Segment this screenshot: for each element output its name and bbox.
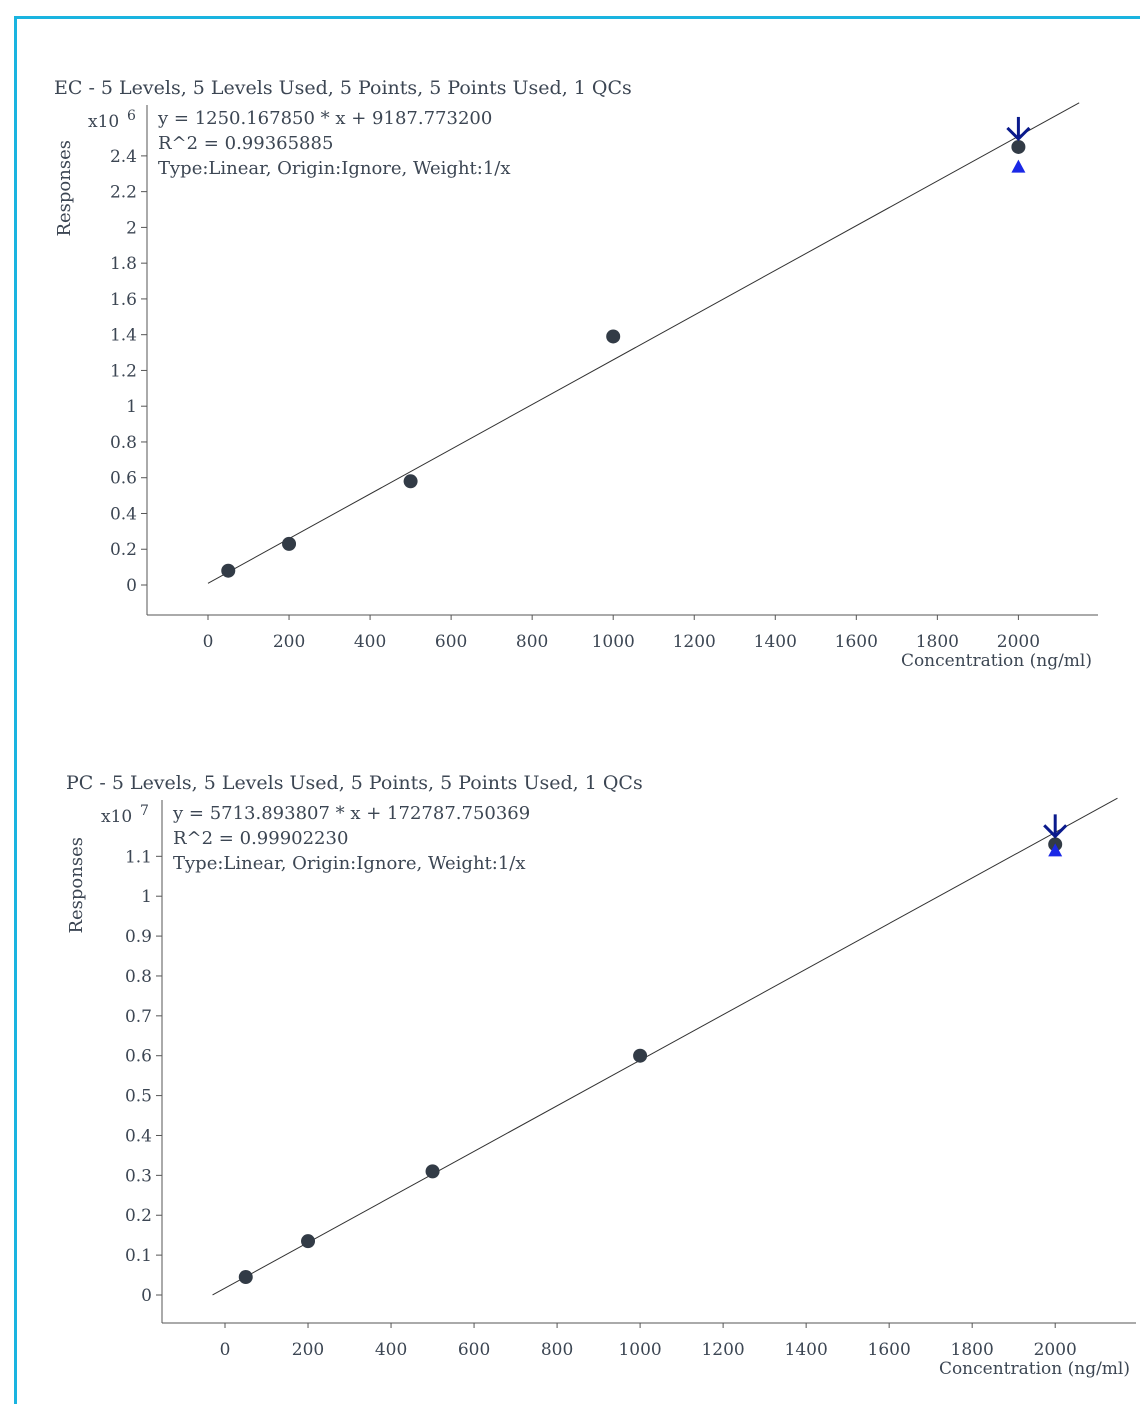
calibration-point [282,536,297,551]
selected-point-arrow-icon [1006,116,1031,142]
x-axis-label: Concentration (ng/ml) [901,651,1092,671]
y-tick-label: 0.5 [125,1087,152,1107]
calibration-point [221,563,236,578]
y-tick-label: 2.4 [110,147,137,167]
x-tick-label: 400 [375,1340,407,1360]
x-tick-label: 1400 [785,1340,828,1360]
y-tick-label: 0.7 [125,1007,152,1027]
x-tick-label: 200 [273,632,305,652]
x-tick-label: 0 [203,632,214,652]
y-tick-label: 0.1 [125,1246,152,1266]
x-axis-label: Concentration (ng/ml) [939,1359,1130,1379]
y-tick-label: 1 [141,887,152,907]
y-tick-label: 2.2 [110,183,137,203]
y-tick-label: 1.1 [125,847,152,867]
y-tick-label: 0.4 [110,504,137,524]
y-tick-label: 0.9 [125,927,152,947]
x-tick-label: 1600 [835,632,878,652]
calibration-point [301,1234,316,1249]
y-tick-label: 1.6 [110,290,137,310]
chart-title: EC - 5 Levels, 5 Levels Used, 5 Points, … [54,77,632,99]
r-squared-text: R^2 = 0.99365885 [158,133,333,154]
x-tick-label: 1600 [868,1340,911,1360]
x-tick-label: 1400 [754,632,797,652]
calibration-point [403,474,418,489]
y-tick-label: 0.8 [125,967,152,987]
r-squared-text: R^2 = 0.99902230 [173,828,348,849]
calibration-point [633,1048,648,1063]
x-tick-label: 1000 [618,1340,661,1360]
x-tick-label: 1200 [701,1340,744,1360]
y-multiplier: x10 [88,112,119,132]
x-tick-label: 400 [354,632,386,652]
fit-type-text: Type:Linear, Origin:Ignore, Weight:1/x [158,158,511,179]
y-tick-label: 0.6 [125,1047,152,1067]
x-tick-label: 600 [458,1340,490,1360]
x-tick-label: 800 [541,1340,573,1360]
fit-type-text: Type:Linear, Origin:Ignore, Weight:1/x [173,853,526,874]
y-tick-label: 0.8 [110,433,137,453]
x-tick-label: 1800 [916,632,959,652]
y-tick-label: 1 [126,397,137,417]
y-tick-label: 0.6 [110,469,137,489]
x-tick-label: 1800 [951,1340,994,1360]
x-tick-label: 2000 [997,632,1040,652]
x-tick-label: 2000 [1034,1340,1077,1360]
ec-calibration-chart: EC - 5 Levels, 5 Levels Used, 5 Points, … [54,77,1098,671]
y-tick-label: 1.4 [110,326,137,346]
calibration-point [606,329,621,344]
y-tick-label: 0 [126,576,137,596]
selected-point-arrow-icon [1043,814,1068,839]
y-tick-label: 0.4 [125,1126,152,1146]
y-multiplier: x10 [101,807,132,827]
calibration-point [238,1270,253,1285]
regression-line [207,102,1080,584]
y-axis-label: Responses [54,140,75,237]
y-tick-label: 0.2 [110,540,137,560]
equation-text: y = 5713.893807 * x + 172787.750369 [172,803,530,824]
y-exponent: 7 [140,803,149,819]
x-tick-label: 0 [220,1340,231,1360]
calibration-point [425,1164,440,1179]
chart-title: PC - 5 Levels, 5 Levels Used, 5 Points, … [66,772,643,794]
equation-text: y = 1250.167850 * x + 9187.773200 [157,108,492,129]
x-tick-label: 1200 [673,632,716,652]
y-tick-label: 1.2 [110,361,137,381]
regression-line [212,797,1118,1296]
arrow-head [1006,126,1031,142]
y-exponent: 6 [127,108,136,124]
x-tick-label: 600 [435,632,467,652]
qc-point [1048,843,1063,857]
y-tick-label: 0.2 [125,1206,152,1226]
y-tick-label: 1.8 [110,254,137,274]
y-axis-label: Responses [66,837,87,934]
x-tick-label: 200 [292,1340,324,1360]
arrow-head [1043,824,1068,839]
qc-point [1011,159,1026,173]
x-tick-label: 1000 [592,632,635,652]
y-tick-label: 2 [126,218,137,238]
pc-calibration-chart: PC - 5 Levels, 5 Levels Used, 5 Points, … [66,772,1136,1379]
y-tick-label: 0 [141,1286,152,1306]
x-tick-label: 800 [516,632,548,652]
y-tick-label: 0.3 [125,1166,152,1186]
calibration-point [1011,139,1026,154]
